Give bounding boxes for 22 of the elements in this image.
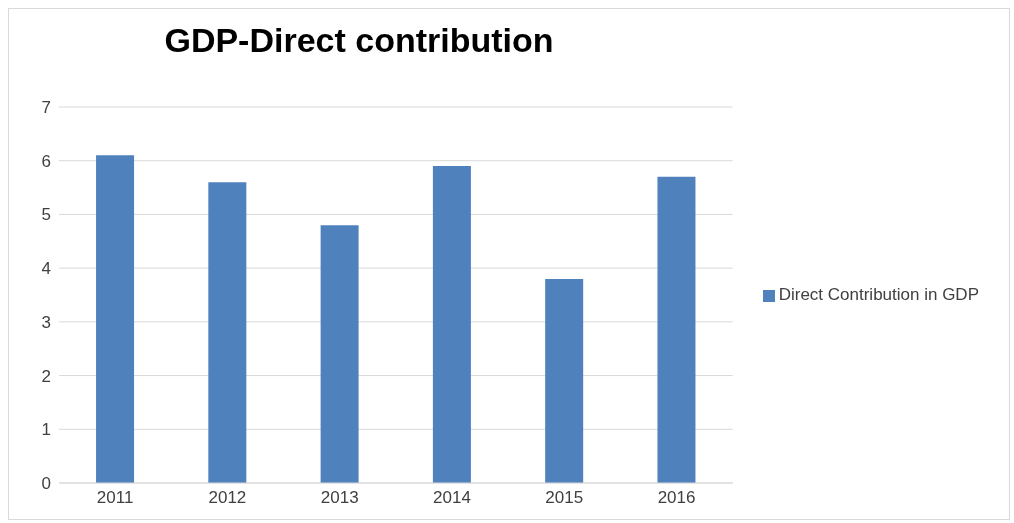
x-tick-label: 2011 (96, 488, 134, 508)
y-tick-label: 7 (41, 98, 51, 118)
bar (96, 155, 135, 483)
y-tick-label: 0 (41, 474, 51, 494)
x-tick-label: 2013 (320, 488, 359, 508)
y-tick-label: 4 (41, 259, 51, 279)
x-tick-label: 2015 (545, 488, 584, 508)
x-tick-label: 2014 (433, 488, 471, 508)
bar (432, 166, 471, 483)
y-tick-label: 2 (41, 366, 51, 386)
x-tick-label: 2016 (657, 488, 696, 508)
bar (320, 225, 359, 483)
x-tick-label: 2012 (208, 488, 247, 508)
chart-title: GDP-Direct contribution (163, 20, 555, 61)
y-tick-label: 5 (41, 205, 51, 225)
bar (657, 176, 696, 483)
y-tick-label: 6 (41, 151, 51, 171)
legend-label: Direct Contribution in GDP (778, 285, 979, 304)
y-tick-label: 3 (41, 312, 51, 332)
bar (208, 182, 247, 483)
bar (545, 278, 584, 483)
y-tick-label: 1 (41, 420, 51, 440)
